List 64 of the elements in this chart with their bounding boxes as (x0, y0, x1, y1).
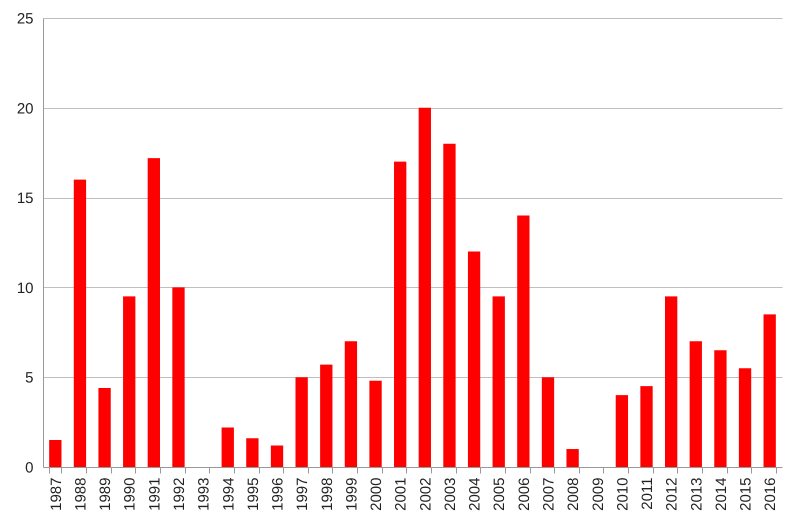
bar (295, 377, 308, 467)
bar (344, 341, 358, 467)
x-tick-label: 2001 (392, 478, 410, 511)
x-tick-label: 2013 (688, 478, 706, 511)
bar (369, 380, 382, 467)
x-tick-label: 2002 (417, 478, 434, 511)
bar (148, 158, 160, 467)
bar (640, 386, 653, 467)
x-tick-label: 2005 (491, 478, 508, 511)
x-tick-label: 2007 (540, 478, 558, 511)
x-tick-label: 2010 (614, 478, 632, 511)
x-tick-label: 2014 (712, 478, 730, 511)
bar (468, 251, 480, 467)
bar (418, 108, 431, 467)
bar (566, 449, 579, 467)
bar (49, 440, 62, 467)
bar (714, 350, 727, 467)
x-tick-label: 1997 (294, 478, 312, 511)
x-tick-label: 1992 (170, 478, 188, 511)
x-tick-label: 2012 (664, 478, 681, 511)
bar (74, 180, 86, 467)
bar (492, 296, 505, 467)
x-tick-label: 2000 (368, 478, 386, 511)
x-tick-label: 2016 (762, 478, 780, 511)
bar (172, 287, 185, 467)
x-tick-label: 1993 (196, 478, 213, 511)
x-tick-label: 2008 (565, 478, 582, 511)
bar (616, 395, 628, 467)
bar (222, 427, 234, 467)
x-tick-label: 2009 (590, 478, 607, 511)
x-tick-label: 2015 (738, 478, 755, 511)
y-tick-label: 15 (16, 190, 34, 208)
bar (664, 296, 678, 467)
x-tick-label: 1994 (220, 478, 238, 511)
x-tick-label: 1989 (97, 478, 114, 511)
x-tick-label: 1988 (72, 478, 90, 511)
x-tick-label: 1999 (343, 478, 360, 511)
bar (690, 341, 702, 467)
x-tick-label: 2004 (466, 478, 484, 511)
y-tick-label: 10 (16, 280, 34, 297)
x-tick-label: 1987 (48, 478, 65, 511)
x-tick-label: 2011 (639, 478, 656, 510)
bar (270, 445, 284, 467)
bar (394, 162, 406, 467)
x-tick-label: 1991 (146, 478, 164, 511)
y-tick-label: 25 (16, 10, 34, 28)
x-tick-label: 1996 (270, 478, 287, 511)
y-tick-label: 20 (16, 100, 34, 118)
y-tick-label: 0 (25, 460, 34, 476)
bar (246, 438, 259, 467)
x-tick-label: 1990 (122, 478, 139, 511)
bar (98, 388, 111, 467)
bar (764, 314, 776, 467)
x-tick-label: 2003 (442, 478, 459, 511)
y-tick-label: 5 (25, 370, 34, 387)
bar (443, 144, 456, 467)
x-tick-label: 1995 (244, 478, 262, 511)
x-tick-label: 2006 (516, 478, 533, 511)
bar (123, 296, 136, 467)
bar (542, 377, 554, 467)
x-tick-label: 1998 (318, 478, 336, 511)
bar (517, 216, 530, 467)
bar (738, 368, 752, 467)
bar (320, 364, 332, 467)
